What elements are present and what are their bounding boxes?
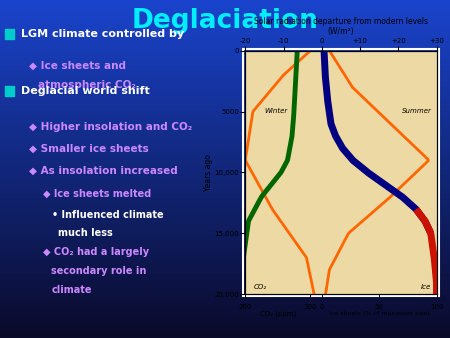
Text: Deglacial world shift: Deglacial world shift: [21, 86, 150, 96]
Text: ◆ Ice sheets melted: ◆ Ice sheets melted: [43, 189, 151, 199]
Text: CO₂ (ppm): CO₂ (ppm): [260, 311, 296, 317]
Text: climate: climate: [51, 285, 92, 295]
Text: ◆ Higher insolation and CO₂: ◆ Higher insolation and CO₂: [29, 122, 193, 132]
Text: Summer: Summer: [402, 108, 432, 114]
Text: CO₂: CO₂: [254, 284, 267, 290]
Text: secondary role in: secondary role in: [51, 266, 147, 276]
Text: LGM climate controlled by: LGM climate controlled by: [21, 29, 184, 39]
Text: 200: 200: [238, 304, 252, 310]
Bar: [4, 29, 14, 39]
Text: atmospheric CO₂: atmospheric CO₂: [38, 80, 136, 91]
Text: Deglaciation: Deglaciation: [131, 8, 319, 34]
Text: ◆ Ice sheets and: ◆ Ice sheets and: [29, 61, 126, 71]
Text: ◆ CO₂ had a largely: ◆ CO₂ had a largely: [43, 247, 149, 257]
Bar: [4, 86, 14, 96]
Text: much less: much less: [58, 228, 112, 238]
Text: 300: 300: [303, 304, 317, 310]
Text: Ice: Ice: [420, 284, 431, 290]
Title: Solar radiation departure from modern levels
(W/m²): Solar radiation departure from modern le…: [254, 17, 428, 36]
Text: Winter: Winter: [265, 108, 288, 114]
Text: 0: 0: [320, 304, 324, 310]
Text: • Influenced climate: • Influenced climate: [52, 210, 163, 220]
Y-axis label: Years ago: Years ago: [204, 154, 213, 191]
Text: 50: 50: [375, 304, 383, 310]
Text: ◆ As insolation increased: ◆ As insolation increased: [29, 166, 178, 176]
Text: ◆ Smaller ice sheets: ◆ Smaller ice sheets: [29, 144, 149, 154]
Text: Ice sheets (% of maximum size): Ice sheets (% of maximum size): [329, 311, 429, 316]
Text: 100: 100: [430, 304, 443, 310]
